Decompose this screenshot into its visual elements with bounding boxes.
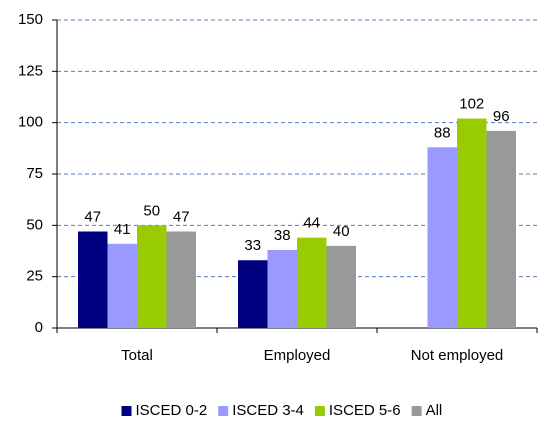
bar: [137, 225, 167, 328]
y-tick-label: 125: [18, 62, 43, 79]
data-label: 41: [114, 221, 131, 238]
x-tick-label: Total: [121, 347, 153, 364]
y-tick-label: 50: [26, 216, 43, 233]
bar: [238, 260, 268, 328]
data-label: 102: [459, 96, 484, 113]
legend-label: ISCED 5-6: [329, 402, 401, 419]
y-tick-label: 75: [26, 165, 43, 182]
legend-label: ISCED 3-4: [232, 402, 304, 419]
legend-label: All: [426, 402, 443, 419]
legend-swatch: [314, 406, 325, 416]
data-label: 38: [274, 227, 291, 244]
bar: [326, 245, 356, 328]
x-tick-label: Employed: [264, 347, 331, 364]
legend-swatch: [121, 406, 132, 416]
data-label: 96: [493, 108, 510, 125]
data-label: 44: [303, 215, 320, 232]
bar: [78, 231, 108, 328]
legend-swatch: [411, 406, 422, 416]
data-label: 40: [333, 223, 350, 240]
y-tick-label: 100: [18, 114, 43, 131]
data-label: 47: [84, 208, 101, 225]
y-tick-label: 150: [18, 11, 43, 28]
bar: [267, 249, 297, 328]
bar: [457, 118, 487, 328]
bar: [107, 243, 137, 328]
data-label: 50: [143, 202, 160, 219]
data-label: 47: [173, 208, 190, 225]
x-tick-label: Not employed: [411, 347, 504, 364]
y-tick-label: 0: [35, 319, 43, 336]
bar: [427, 147, 457, 328]
y-tick-label: 25: [26, 268, 43, 285]
data-label: 88: [434, 124, 451, 141]
legend-label: ISCED 0-2: [136, 402, 208, 419]
data-label: 33: [244, 237, 261, 254]
bar: [486, 130, 516, 328]
legend-swatch: [218, 406, 229, 416]
bar: [166, 231, 196, 328]
bar: [297, 237, 327, 328]
